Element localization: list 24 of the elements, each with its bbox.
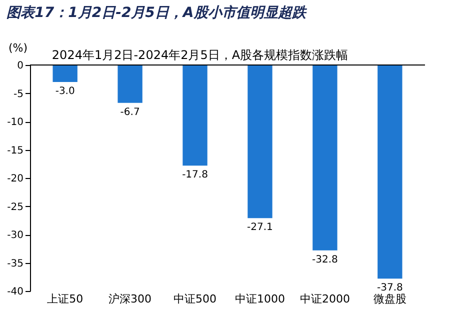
y-tick-label: -15	[7, 145, 24, 156]
data-label: -37.8	[376, 282, 403, 294]
y-tick-label: -40	[7, 286, 24, 298]
y-tick-label: -35	[7, 258, 24, 270]
x-tick-label: 上证50	[47, 292, 84, 306]
x-tick-label: 中证1000	[234, 292, 285, 306]
x-tick-label: 中证2000	[300, 292, 350, 306]
y-tick-label: -10	[7, 117, 24, 128]
y-tick-label: 0	[17, 60, 24, 72]
chart-subtitle: 2024年1月2日-2024年2月5日，A股各规模指数涨跌幅	[52, 48, 348, 62]
data-label: -3.0	[55, 86, 75, 97]
y-axis-title: (%)	[8, 42, 28, 54]
data-label: -17.8	[182, 170, 208, 181]
y-tick-label: -30	[7, 230, 24, 241]
data-label: -6.7	[120, 106, 140, 118]
y-tick-label: -25	[7, 202, 24, 213]
x-tick-label: 微盘股	[373, 292, 406, 306]
x-tick-label: 中证500	[174, 292, 217, 306]
y-tick-label: -20	[7, 174, 24, 184]
chart-title: 图表17：1月2日-2月5日，A股小市值明显超跌	[6, 4, 308, 21]
data-label: -27.1	[247, 222, 273, 234]
x-tick-label: 沪深300	[108, 292, 152, 306]
y-tick-label: -5	[14, 88, 24, 100]
data-label: -32.8	[312, 254, 338, 266]
